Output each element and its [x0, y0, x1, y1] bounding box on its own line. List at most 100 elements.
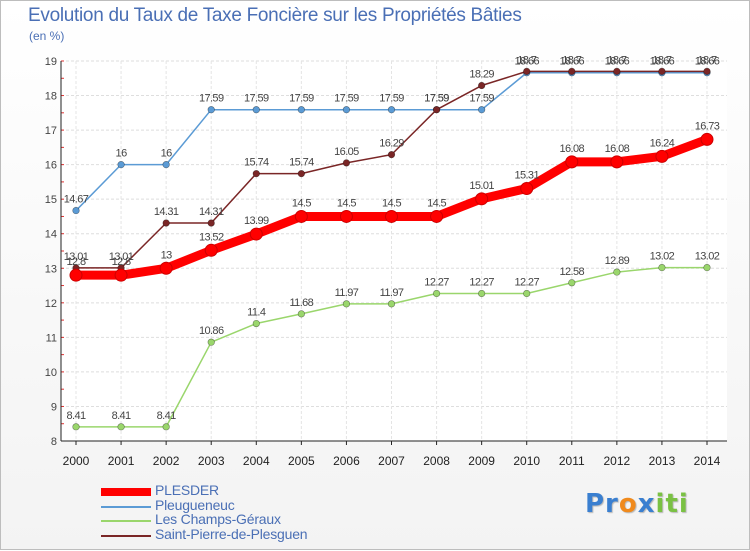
x-tick-label: 2005 — [288, 454, 315, 468]
data-label-pleugueneuc: 18.66 — [605, 56, 630, 68]
data-label-les-champs-geraux: 13.02 — [695, 251, 720, 263]
data-label-plesder: 12.8 — [66, 256, 85, 268]
data-label-les-champs-geraux: 8.41 — [66, 410, 85, 422]
y-tick-label: 16 — [45, 160, 57, 172]
data-label-saint-pierre-de-plesguen: 18.7 — [652, 54, 671, 66]
data-point-saint-pierre-de-plesguen — [568, 67, 576, 75]
data-point-les-champs-geraux — [478, 289, 486, 298]
data-point-plesder — [69, 268, 83, 282]
x-tick-label: 2014 — [694, 454, 721, 468]
data-label-pleugueneuc: 17.59 — [379, 93, 404, 105]
x-tick-label: 2013 — [649, 454, 676, 468]
data-point-les-champs-geraux — [432, 289, 441, 298]
data-label-plesder: 13.99 — [244, 215, 269, 227]
data-point-plesder — [159, 261, 173, 275]
data-label-les-champs-geraux: 12.27 — [424, 276, 449, 288]
y-axis-unit: (en %) — [29, 29, 65, 43]
legend-label-pleugueneuc: Pleugueneuc — [155, 496, 235, 513]
y-tick-label: 8 — [51, 436, 57, 448]
data-label-pleugueneuc: 17.59 — [334, 93, 359, 105]
data-point-les-champs-geraux — [72, 423, 80, 431]
data-label-plesder: 14.5 — [427, 197, 446, 209]
data-point-les-champs-geraux — [342, 300, 351, 308]
data-label-saint-pierre-de-plesguen: 18.7 — [517, 54, 536, 66]
legend-swatch-saint-pierre-de-plesguen — [101, 534, 151, 537]
data-label-pleugueneuc: 16 — [161, 148, 173, 160]
data-label-pleugueneuc: 18.66 — [514, 56, 539, 68]
y-tick-label: 18 — [45, 91, 57, 103]
data-label-les-champs-geraux: 11.68 — [289, 297, 313, 309]
data-point-pleugueneuc — [478, 106, 486, 114]
data-label-plesder: 13 — [161, 249, 173, 261]
data-point-saint-pierre-de-plesguen — [162, 219, 170, 227]
data-label-plesder: 13.52 — [199, 231, 224, 243]
data-point-pleugueneuc — [162, 161, 170, 169]
data-point-pleugueneuc — [297, 106, 305, 114]
data-point-saint-pierre-de-plesguen — [432, 106, 441, 114]
data-point-plesder — [294, 209, 308, 223]
data-point-plesder — [475, 192, 489, 206]
data-point-saint-pierre-de-plesguen — [478, 81, 486, 90]
x-tick-label: 2012 — [604, 454, 631, 468]
legend-swatch-les-champs-geraux — [101, 520, 151, 522]
data-point-plesder — [655, 149, 669, 163]
x-tick-label: 2008 — [423, 454, 450, 468]
y-tick-label: 9 — [51, 401, 57, 413]
data-label-pleugueneuc: 17.59 — [244, 93, 269, 105]
legend-swatch-pleugueneuc — [101, 505, 151, 508]
x-tick-label: 2010 — [513, 454, 540, 468]
data-point-les-champs-geraux — [523, 289, 531, 298]
data-point-saint-pierre-de-plesguen — [387, 151, 396, 159]
legend-label-plesder: PLESDER — [155, 482, 219, 498]
data-point-les-champs-geraux — [252, 319, 260, 328]
data-label-plesder: 16.08 — [605, 143, 630, 155]
data-label-plesder: 15.01 — [469, 180, 494, 192]
data-point-pleugueneuc — [207, 106, 215, 114]
data-point-plesder — [339, 209, 353, 223]
data-label-les-champs-geraux: 12.27 — [514, 276, 539, 288]
logo-part-iti: iti — [655, 489, 689, 519]
x-tick-label: 2006 — [333, 454, 360, 468]
x-tick-label: 2004 — [243, 454, 270, 468]
data-label-plesder: 16.08 — [560, 143, 585, 155]
data-label-les-champs-geraux: 8.41 — [112, 410, 131, 422]
data-label-les-champs-geraux: 8.41 — [157, 410, 176, 422]
x-tick-label: 2001 — [108, 454, 135, 468]
data-label-pleugueneuc: 14.67 — [64, 194, 89, 206]
data-point-plesder — [610, 155, 624, 169]
data-label-pleugueneuc: 16 — [116, 148, 128, 160]
data-label-saint-pierre-de-plesguen: 14.31 — [154, 206, 179, 218]
data-point-saint-pierre-de-plesguen — [703, 67, 711, 75]
data-point-les-champs-geraux — [297, 310, 305, 318]
data-label-saint-pierre-de-plesguen: 16.29 — [379, 138, 404, 150]
data-label-pleugueneuc: 18.66 — [695, 56, 720, 68]
data-label-les-champs-geraux: 12.58 — [560, 266, 585, 278]
data-point-saint-pierre-de-plesguen — [613, 67, 621, 75]
data-label-plesder: 15.31 — [514, 169, 539, 181]
data-point-saint-pierre-de-plesguen — [297, 170, 305, 178]
data-point-les-champs-geraux — [117, 423, 125, 431]
data-point-plesder — [249, 227, 263, 241]
data-label-saint-pierre-de-plesguen: 18.29 — [469, 69, 494, 81]
x-tick-label: 2003 — [198, 454, 225, 468]
data-point-les-champs-geraux — [387, 300, 396, 308]
data-point-les-champs-geraux — [613, 268, 621, 276]
data-point-plesder — [700, 132, 714, 146]
legend-swatch-plesder — [101, 488, 151, 496]
proxiti-logo: Proxiti — [585, 489, 689, 519]
data-point-plesder — [565, 155, 579, 169]
data-label-plesder: 16.73 — [695, 120, 720, 132]
data-point-les-champs-geraux — [703, 263, 711, 272]
data-label-plesder: 12.8 — [112, 256, 131, 268]
data-point-les-champs-geraux — [207, 338, 215, 346]
y-tick-label: 15 — [45, 194, 57, 206]
data-label-saint-pierre-de-plesguen: 13.01 — [109, 251, 134, 263]
data-point-pleugueneuc — [252, 106, 260, 114]
data-label-les-champs-geraux: 11.97 — [380, 287, 404, 299]
data-point-les-champs-geraux — [658, 263, 666, 272]
data-label-saint-pierre-de-plesguen: 15.74 — [289, 157, 314, 169]
x-tick-label: 2009 — [468, 454, 495, 468]
data-point-saint-pierre-de-plesguen — [523, 67, 531, 75]
x-tick-label: 2000 — [63, 454, 90, 468]
